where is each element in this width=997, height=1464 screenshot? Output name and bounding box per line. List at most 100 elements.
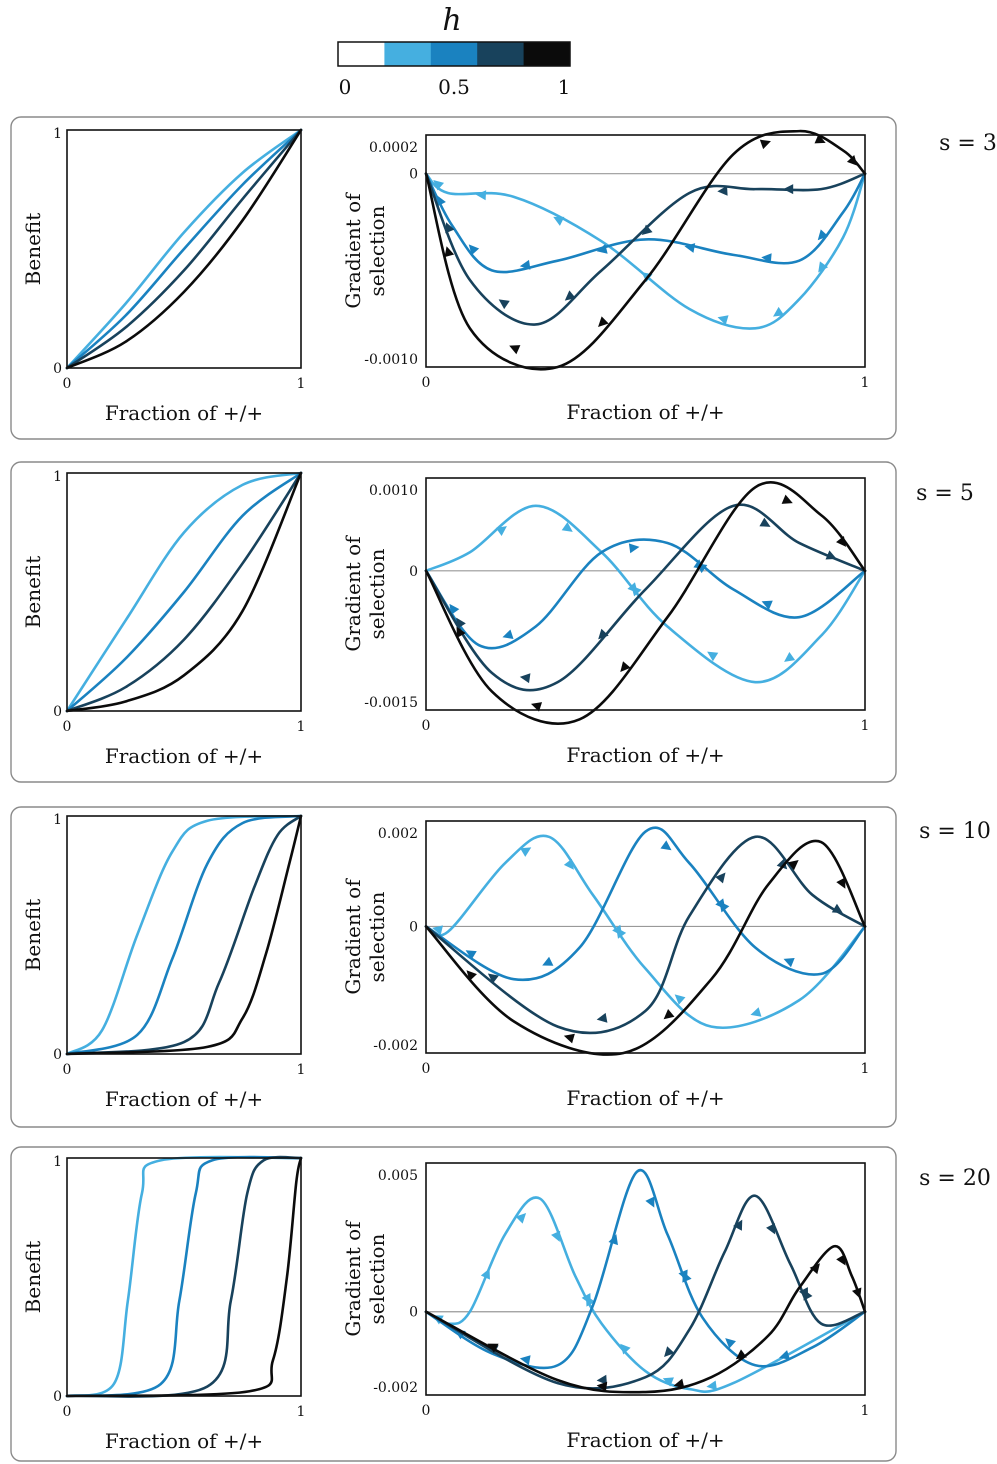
y-tick-label: 0 [53, 361, 62, 377]
series-line-h0_25 [424, 504, 867, 684]
y-tick-label: -0.0010 [364, 352, 418, 368]
direction-arrow [707, 651, 719, 662]
direction-arrow [631, 585, 642, 597]
panel-label-s10: s = 10 [919, 819, 991, 844]
plot-frame [66, 472, 302, 712]
benefit-chart-2: 0 1 0 1 Fraction of +/+ Benefit [21, 812, 305, 1111]
series-line-h1 [424, 839, 867, 1056]
x-tick-label: 0 [63, 719, 72, 735]
series-line-h0_75 [424, 503, 867, 692]
colorbar-cell [430, 42, 478, 66]
direction-arrow [662, 1377, 674, 1387]
colorbar-cell [523, 42, 571, 66]
y-axis-label-line1: Gradient of [341, 192, 365, 309]
direction-arrow [480, 1268, 490, 1280]
series-line-h0_75 [65, 128, 303, 370]
series-line-h0_5 [424, 538, 867, 650]
x-tick-label: 0 [63, 1062, 72, 1078]
colorbar-tick-0: 0 [339, 75, 352, 99]
direction-arrow [773, 306, 785, 317]
direction-arrow [608, 1234, 618, 1246]
y-axis-label: Benefit [21, 556, 45, 629]
series-line-h1 [65, 814, 303, 1056]
direction-arrow [561, 522, 573, 532]
series-line-h1 [65, 1156, 303, 1398]
y-tick-label: 0.005 [378, 1168, 418, 1184]
direction-arrow [803, 1289, 813, 1301]
series-line-h0_25 [65, 471, 303, 713]
direction-arrow [717, 315, 729, 325]
direction-arrow [519, 259, 531, 270]
direction-arrow [706, 1380, 717, 1391]
x-tick-label: 1 [297, 376, 306, 392]
colorbar-cells [338, 42, 571, 66]
x-axis-label: Fraction of +/+ [105, 1087, 263, 1111]
direction-arrow [759, 139, 771, 150]
y-axis-label-line2: selection [365, 548, 389, 639]
direction-arrow [717, 185, 728, 196]
direction-arrow [509, 345, 521, 355]
direction-arrow [495, 526, 507, 537]
direction-arrow [433, 180, 445, 191]
y-tick-label: 1 [53, 812, 62, 828]
direction-arrow [487, 973, 499, 984]
direction-arrow [735, 1349, 747, 1360]
direction-arrow [725, 1338, 736, 1349]
y-tick-label: 0 [53, 1389, 62, 1405]
plot-frame [425, 820, 866, 1054]
y-tick-label: 0 [409, 167, 418, 183]
series-line-h0_5 [65, 814, 303, 1056]
x-tick-label: 0 [422, 1061, 431, 1077]
series-line-h1 [424, 129, 867, 371]
direction-arrow [515, 1212, 527, 1224]
direction-arrow [487, 1343, 499, 1353]
y-tick-label: 0 [409, 919, 418, 935]
direction-arrow [475, 190, 487, 201]
direction-arrow [456, 626, 466, 638]
direction-arrow [787, 860, 799, 871]
direction-arrow [660, 840, 672, 851]
direction-arrow [586, 1295, 596, 1307]
direction-arrow [596, 1381, 608, 1392]
x-axis-label: Fraction of +/+ [566, 743, 724, 767]
y-tick-label: 1 [53, 126, 62, 142]
direction-arrow [779, 1350, 791, 1360]
series-line-h0_25 [65, 128, 303, 370]
x-tick-label: 0 [63, 376, 72, 392]
direction-arrow [628, 543, 640, 554]
series-line-h0_75 [65, 814, 303, 1056]
direction-arrow [502, 629, 514, 639]
y-tick-label: 0.0010 [369, 483, 418, 499]
y-tick-label: -0.002 [373, 1380, 418, 1396]
plot-frame [66, 129, 302, 369]
series-line-h0_25 [424, 834, 867, 1029]
plot-frame [425, 477, 866, 711]
direction-arrow [596, 243, 608, 254]
direction-arrow [519, 1355, 531, 1366]
direction-arrow [542, 956, 554, 966]
plot-frame [66, 1157, 302, 1397]
direction-arrow [564, 290, 576, 301]
colorbar-cell [338, 42, 385, 66]
direction-arrow [715, 872, 726, 884]
panel-box-s10 [10, 806, 897, 1128]
direction-arrow [836, 535, 847, 547]
direction-arrow [436, 195, 446, 207]
direction-arrow [663, 1009, 675, 1020]
direction-arrow [836, 1254, 846, 1266]
direction-arrow [719, 901, 730, 913]
panel-box-s5 [10, 461, 897, 783]
x-axis-label: Fraction of +/+ [566, 1086, 724, 1110]
benefit-chart-0: 0 1 0 1 Fraction of +/+ Benefit [21, 126, 305, 425]
series-line-h0_5 [65, 471, 303, 713]
x-tick-label: 1 [861, 375, 870, 391]
plot-frame [425, 1162, 866, 1396]
direction-arrow [836, 877, 846, 889]
series-line-h1 [65, 128, 303, 370]
y-axis-label-line1: Gradient of [341, 878, 365, 995]
direction-arrow [553, 216, 565, 226]
y-axis-label: Benefit [21, 213, 45, 286]
x-tick-label: 0 [422, 718, 431, 734]
